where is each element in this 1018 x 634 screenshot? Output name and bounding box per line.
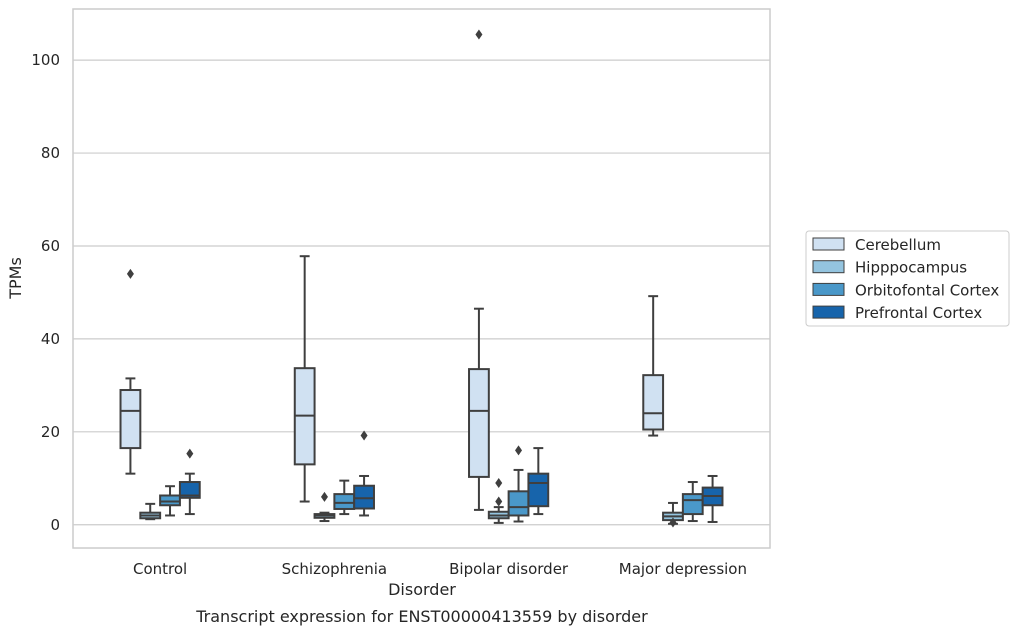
outlier-point <box>669 517 677 528</box>
box-prefrontal-cortex-control <box>178 448 201 516</box>
box-cerebellum-bipolar-disorder <box>468 29 490 511</box>
box-iqr <box>681 493 704 516</box>
y-tick-label: 80 <box>41 144 60 162</box>
box-orbitofontal-cortex-major-depression <box>681 481 704 523</box>
box-cerebellum-major-depression <box>642 295 665 437</box>
legend-label: Prefrontal Cortex <box>855 304 982 322</box>
outlier-point <box>186 448 194 459</box>
legend-label: Hipppocampus <box>855 259 967 277</box>
plot-frame <box>72 8 771 549</box>
box-iqr <box>507 490 530 517</box>
box-hipppocampus-bipolar-disorder <box>487 477 510 524</box>
box-iqr <box>353 484 375 510</box>
outlier-point <box>515 445 523 456</box>
box-prefrontal-cortex-major-depression <box>701 474 724 523</box>
y-tick-label: 60 <box>41 237 60 255</box>
legend-frame <box>805 230 1010 327</box>
legend[interactable]: Cerebellum Hipppocampus Orbitofontal Corte… <box>805 230 1010 327</box>
legend-label: Cerebellum <box>855 236 941 254</box>
y-tick-label: 20 <box>41 423 60 441</box>
x-tick-label: Control <box>133 560 187 578</box>
x-tick-label: Bipolar disorder <box>449 560 569 578</box>
box-prefrontal-cortex-schizophrenia <box>353 430 375 517</box>
box-iqr <box>642 374 665 431</box>
outlier-point <box>475 29 483 40</box>
box-iqr <box>468 368 490 478</box>
box-orbitofontal-cortex-control <box>159 485 181 517</box>
y-tick-labels: 0 20 40 60 80 100 <box>31 51 60 534</box>
outlier-point <box>495 477 503 488</box>
outlier-point <box>495 496 503 507</box>
outlier-point <box>126 268 134 279</box>
box-iqr <box>527 472 550 508</box>
x-axis-label: Disorder <box>388 580 456 599</box>
box-hipppocampus-major-depression <box>662 501 684 528</box>
box-iqr <box>178 481 201 499</box>
y-tick-label: 40 <box>41 330 60 348</box>
legend-label: Orbitofontal Cortex <box>855 281 999 299</box>
x-tick-label: Major depression <box>619 560 747 578</box>
box-cerebellum-schizophrenia <box>293 255 316 503</box>
figure-caption: Transcript expression for ENST0000041355… <box>195 607 648 626</box>
y-tick-label: 100 <box>31 51 60 69</box>
x-tick-labels: Control Schizophrenia Bipolar disorder Majo… <box>133 560 747 578</box>
legend-swatch <box>812 260 845 274</box>
x-tick-label: Schizophrenia <box>282 560 387 578</box>
legend-swatch <box>812 282 845 296</box>
box-prefrontal-cortex-bipolar-disorder <box>527 447 550 516</box>
box-groups <box>119 29 724 528</box>
gridlines <box>73 59 770 526</box>
outlier-point <box>320 491 328 502</box>
y-tick-label: 0 <box>50 516 60 534</box>
box-hipppocampus-control <box>139 502 162 521</box>
outlier-point <box>360 430 368 441</box>
box-hipppocampus-schizophrenia <box>313 491 336 523</box>
y-axis-label: TPMs <box>6 257 25 300</box>
box-iqr <box>119 389 142 450</box>
box-iqr <box>159 494 181 507</box>
legend-swatch <box>812 237 845 251</box>
legend-swatch <box>812 305 845 319</box>
box-orbitofontal-cortex-bipolar-disorder <box>507 445 530 523</box>
box-iqr <box>333 493 356 510</box>
box-cerebellum-control <box>119 268 142 475</box>
box-orbitofontal-cortex-schizophrenia <box>333 479 356 516</box>
